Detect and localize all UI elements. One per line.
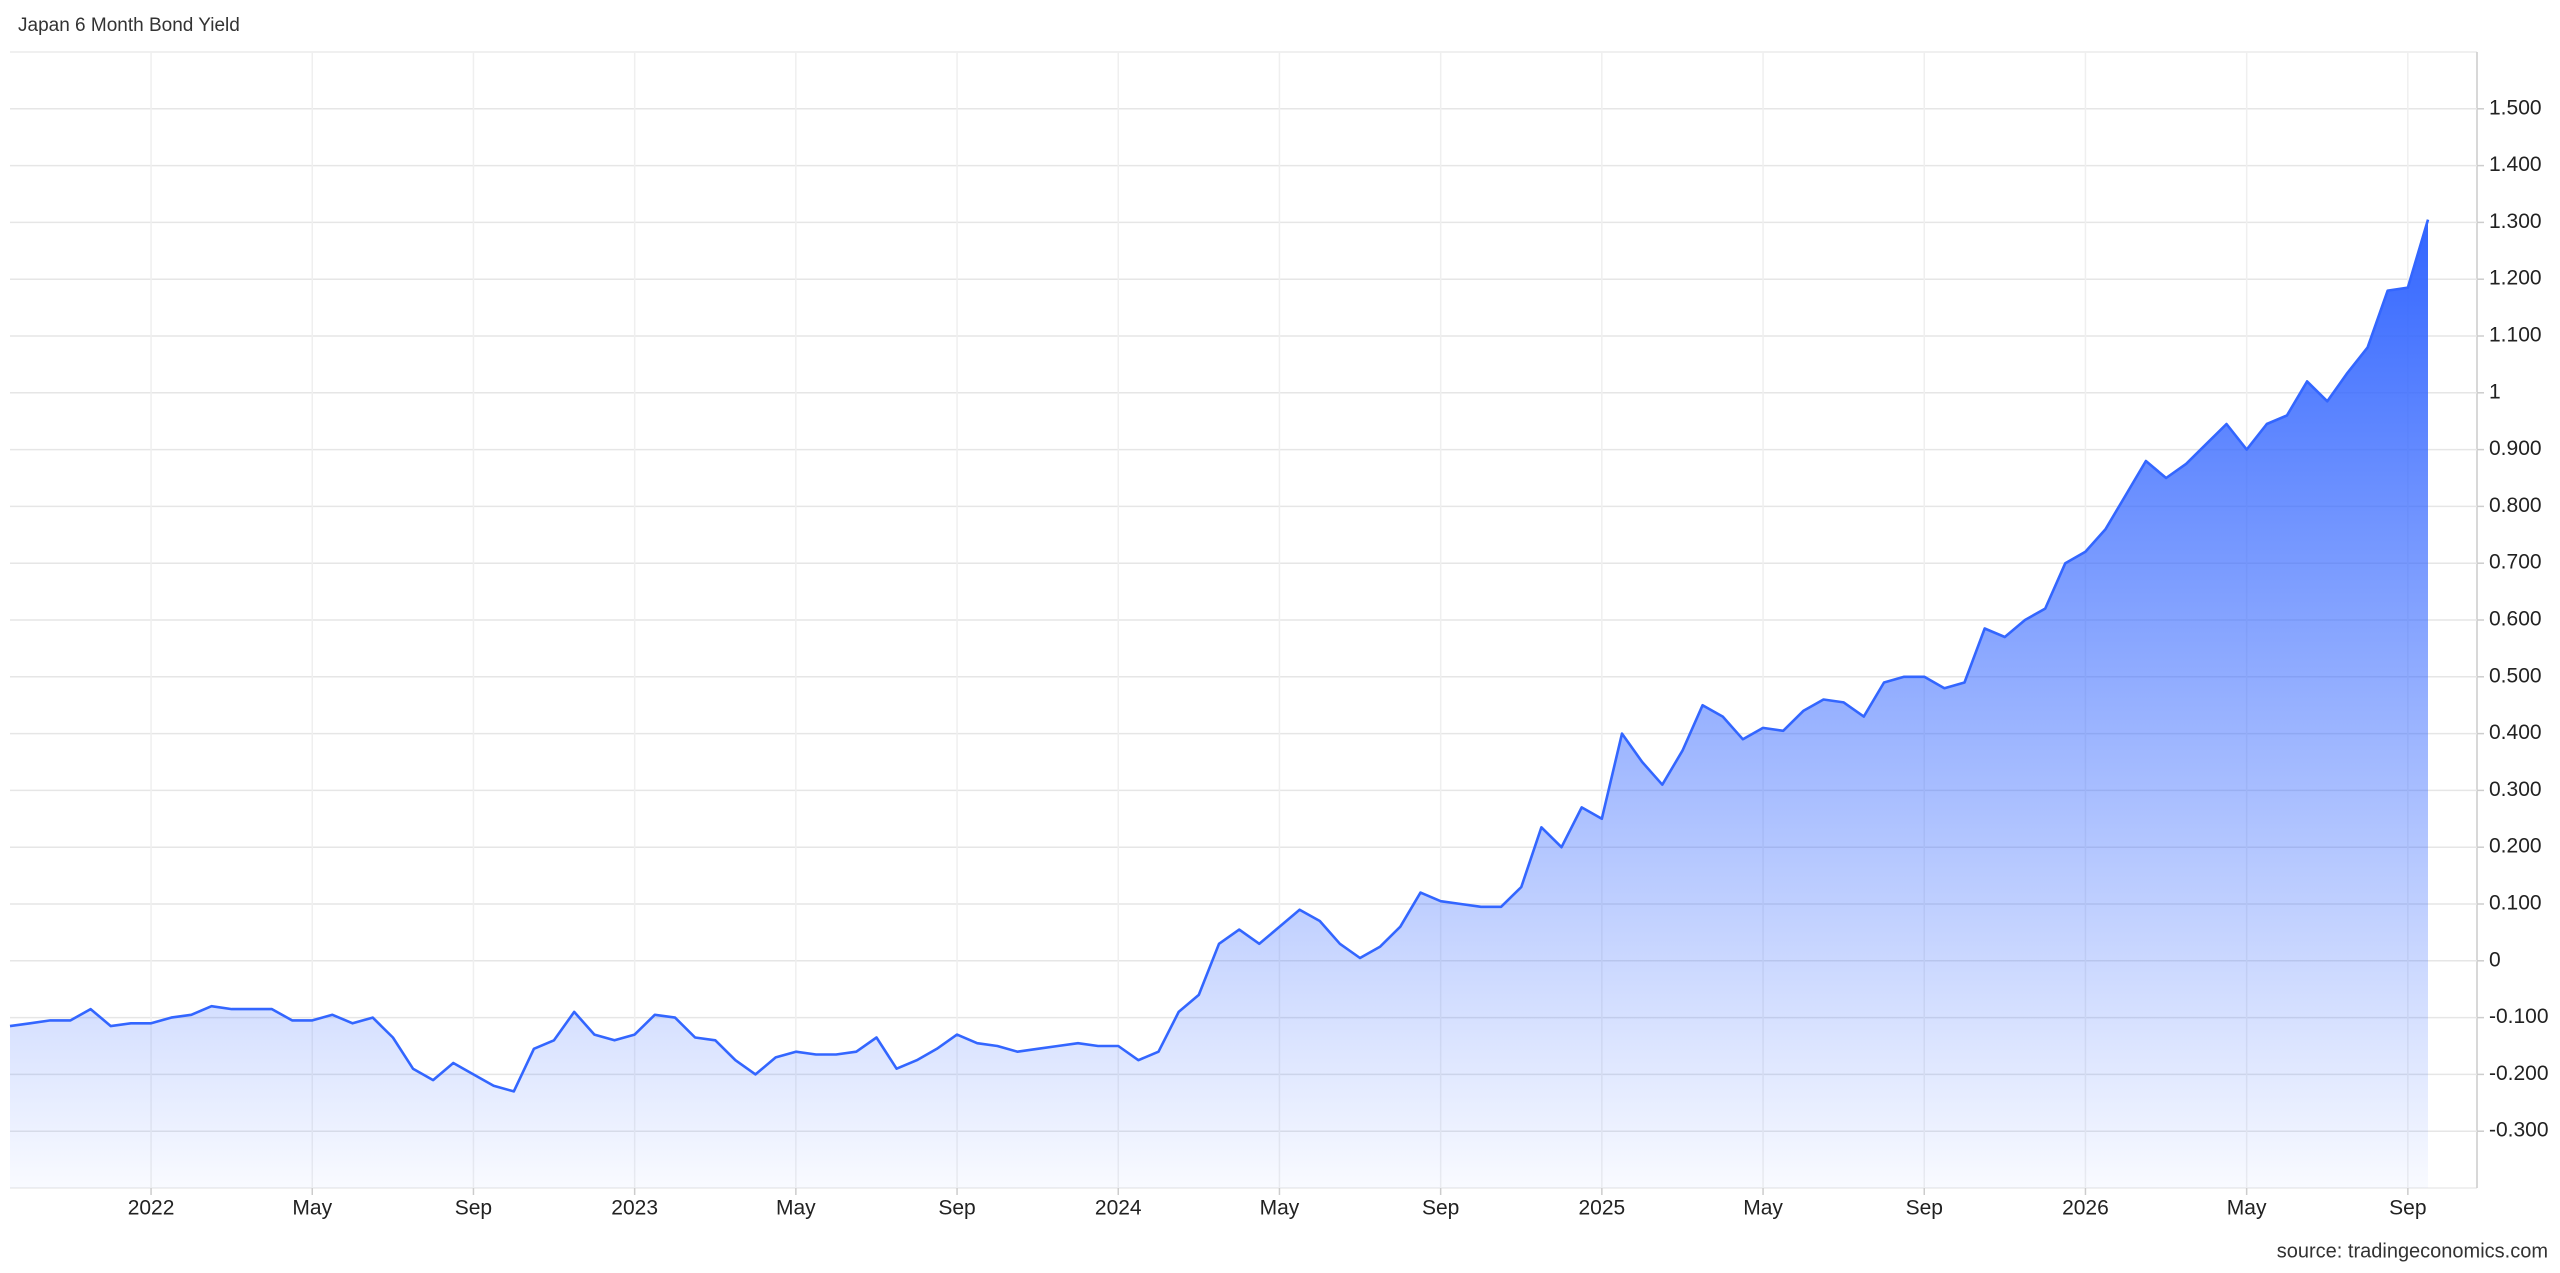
x-tick-label: May	[776, 1197, 816, 1220]
y-tick-label: 1.500	[2489, 96, 2542, 119]
x-tick-label: Sep	[1906, 1197, 1943, 1220]
x-tick-label: May	[1260, 1197, 1300, 1220]
x-tick-label: Sep	[1422, 1197, 1459, 1220]
y-tick-label: 1.400	[2489, 153, 2542, 176]
x-tick-label: May	[2227, 1197, 2267, 1220]
y-tick-label: 0.600	[2489, 608, 2542, 631]
chart-title: Japan 6 Month Bond Yield	[18, 15, 240, 36]
source-note: source: tradingeconomics.com	[2277, 1240, 2548, 1262]
y-tick-label: 0.100	[2489, 892, 2542, 915]
y-tick-label: 1	[2489, 380, 2501, 403]
y-tick-label: 0.800	[2489, 494, 2542, 517]
y-tick-label: 0.900	[2489, 437, 2542, 460]
y-tick-label: 1.300	[2489, 210, 2542, 233]
area-fill	[10, 219, 2428, 1189]
y-tick-label: 0	[2489, 948, 2501, 971]
x-tick-label: 2025	[1578, 1197, 1625, 1220]
y-tick-label: 1.200	[2489, 267, 2542, 290]
x-tick-label: 2023	[611, 1197, 658, 1220]
y-tick-label: -0.100	[2489, 1005, 2549, 1028]
x-tick-label: Sep	[938, 1197, 975, 1220]
x-tick-label: Sep	[455, 1197, 492, 1220]
y-tick-label: 1.100	[2489, 324, 2542, 347]
y-tick-label: -0.300	[2489, 1119, 2549, 1142]
y-tick-label: 0.400	[2489, 721, 2542, 744]
x-tick-label: 2024	[1095, 1197, 1142, 1220]
x-tick-label: 2026	[2062, 1197, 2109, 1220]
y-tick-label: 0.300	[2489, 778, 2542, 801]
y-tick-label: 0.500	[2489, 664, 2542, 687]
y-tick-label: -0.200	[2489, 1062, 2549, 1085]
x-tick-label: May	[1743, 1197, 1783, 1220]
x-tick-label: Sep	[2389, 1197, 2426, 1220]
line	[9, 219, 2430, 1093]
x-tick-label: 2022	[128, 1197, 175, 1220]
y-tick-label: 0.700	[2489, 551, 2542, 574]
y-tick-label: 0.200	[2489, 835, 2542, 858]
x-tick-label: May	[292, 1197, 332, 1220]
